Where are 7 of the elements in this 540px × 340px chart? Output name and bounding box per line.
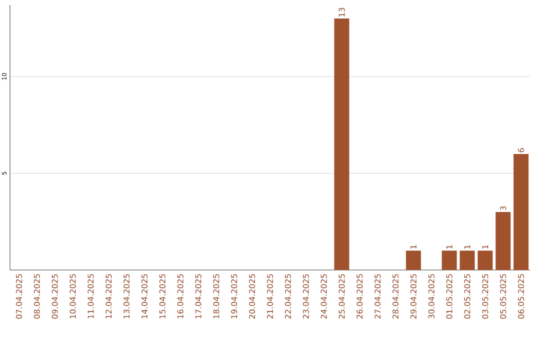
bar — [496, 212, 511, 270]
bar — [406, 250, 421, 270]
bar — [460, 250, 475, 270]
bar — [442, 250, 457, 270]
bar — [514, 154, 529, 270]
bar — [334, 18, 350, 270]
bar — [478, 250, 493, 270]
